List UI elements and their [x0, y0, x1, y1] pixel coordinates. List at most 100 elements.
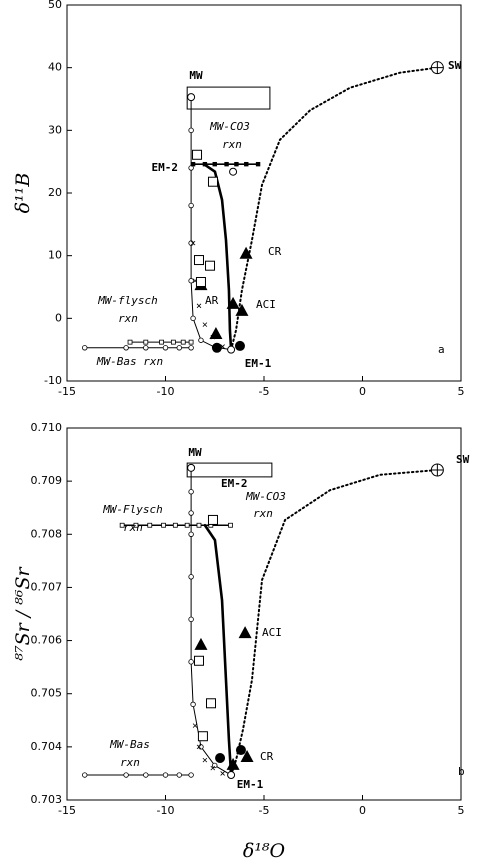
point: [227, 771, 236, 780]
y-tick-label: 30: [48, 123, 62, 136]
point: [187, 93, 196, 102]
point: [184, 522, 190, 528]
x-tick-label: -5: [259, 804, 270, 817]
point: [188, 574, 194, 580]
point: [194, 637, 208, 650]
x-tick-label: -10: [157, 385, 175, 398]
x-tick-label: 0: [359, 385, 366, 398]
point: [209, 327, 223, 339]
point: [147, 522, 153, 528]
point: [238, 626, 252, 639]
annotation: EM-1: [245, 357, 272, 370]
y-tick-label: 20: [48, 186, 62, 199]
point: [123, 345, 129, 351]
point: [229, 167, 238, 176]
series-line: [190, 96, 232, 351]
point: [239, 246, 253, 259]
point: [143, 345, 149, 351]
point: [190, 315, 196, 322]
point: [196, 303, 202, 309]
point: [207, 176, 218, 187]
y-axis-title: ⁸⁷Sr / ⁸⁶Sr: [12, 566, 34, 661]
point: [133, 522, 139, 528]
annotation: ACI: [262, 626, 282, 639]
point: [255, 161, 261, 167]
annotation: EM-2: [152, 161, 179, 174]
x-tick-label: -10: [157, 804, 175, 817]
point: [202, 161, 208, 167]
annotation: CR: [260, 750, 274, 763]
annotation: rxn: [222, 138, 242, 151]
point: [215, 753, 226, 764]
point: [82, 772, 88, 778]
y-tick-label: 0.706: [31, 634, 63, 647]
y-tick-label: 0: [55, 311, 62, 324]
point: [244, 161, 249, 167]
y-tick-label: 10: [48, 249, 62, 262]
range-box: [186, 86, 271, 110]
point: [192, 149, 203, 160]
y-tick-label: 50: [48, 0, 62, 11]
series-line: [203, 523, 233, 777]
x-tick-label: 5: [458, 804, 465, 817]
point: [207, 514, 218, 525]
point: [188, 345, 194, 351]
x-tick-label: -15: [58, 804, 76, 817]
cross-stroke: [192, 723, 198, 728]
y-tick-label: 0.707: [31, 580, 63, 593]
annotation: rxn: [118, 312, 138, 325]
point: [235, 745, 246, 756]
point: [123, 772, 129, 778]
point: [188, 202, 194, 209]
cross-stroke: [202, 322, 208, 327]
y-axis-title: δ¹¹B: [12, 173, 34, 214]
cross-stroke: [202, 757, 208, 763]
point: [193, 655, 204, 666]
point: [193, 255, 204, 266]
point: [224, 161, 229, 167]
y-tick-label: 0.710: [31, 421, 63, 434]
point: [188, 339, 194, 345]
point: [159, 339, 164, 345]
point: [176, 345, 182, 351]
y-tick-label: 0.703: [31, 793, 63, 806]
point: [430, 61, 444, 75]
annotation: CR: [268, 245, 282, 258]
point: [220, 771, 225, 776]
point: [211, 342, 222, 353]
annotation: b: [458, 765, 465, 778]
point: [228, 522, 233, 528]
point: [197, 731, 208, 742]
point: [82, 345, 88, 351]
annotation: MW-CO3: [209, 120, 250, 133]
point: [188, 772, 194, 778]
point: [196, 744, 202, 750]
y-tick-label: 40: [48, 61, 62, 74]
point: [192, 723, 198, 728]
range-box: [186, 462, 273, 478]
annotation: MW-flysch: [97, 294, 158, 307]
point: [234, 161, 239, 167]
point: [430, 463, 444, 477]
plus-stroke: [431, 61, 444, 74]
x-tick-label: 5: [458, 385, 465, 398]
point: [188, 659, 194, 665]
point: [202, 757, 208, 763]
point: [143, 772, 149, 778]
point: [119, 522, 125, 528]
annotation: EM-2: [221, 477, 248, 490]
point: [162, 345, 169, 351]
y-tick-label: 0.704: [31, 740, 63, 753]
point: [195, 276, 206, 287]
cross-stroke: [210, 765, 216, 771]
point: [187, 463, 196, 472]
point: [188, 489, 194, 495]
point: [205, 260, 216, 271]
x-axis-title: δ¹⁸O: [243, 840, 286, 862]
point: [212, 762, 218, 769]
annotation: rxn: [253, 507, 273, 520]
annotation: MW: [189, 69, 203, 82]
x-tick-label: -5: [259, 385, 270, 398]
annotation: a: [438, 343, 445, 356]
x-tick-label: -15: [58, 385, 76, 398]
